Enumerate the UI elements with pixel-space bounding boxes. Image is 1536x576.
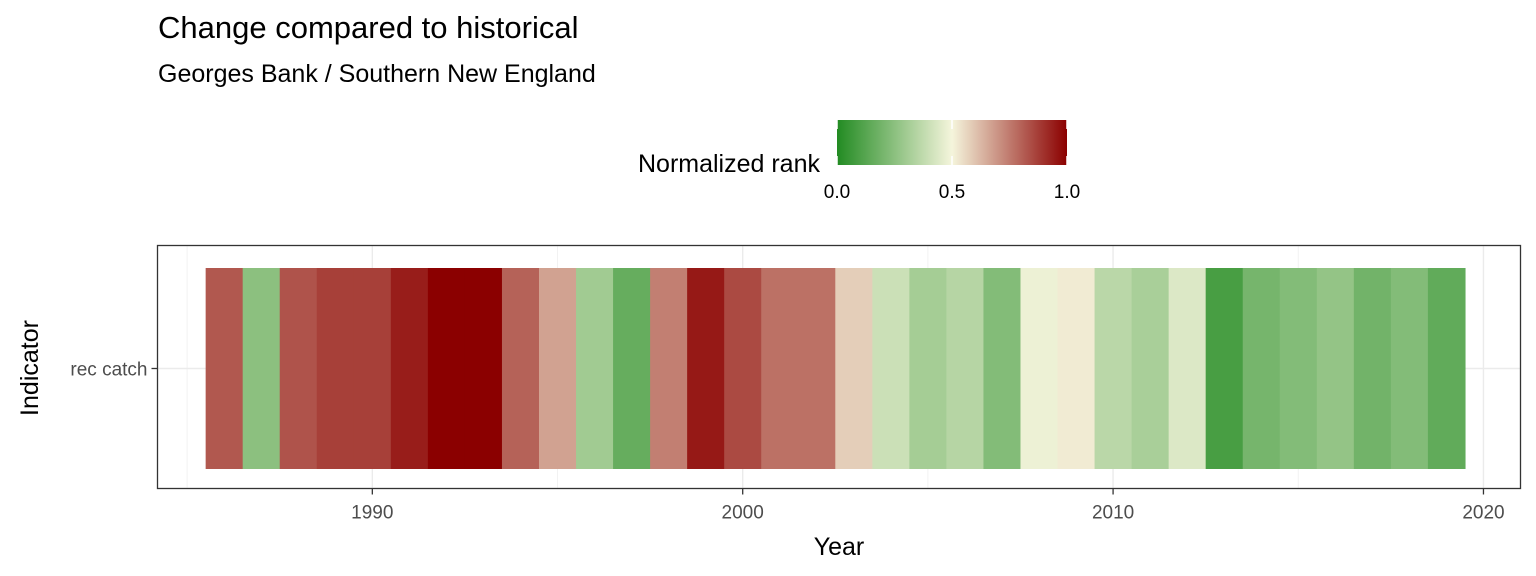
heatmap-tile <box>798 268 836 469</box>
x-tick-label: 2020 <box>1462 503 1504 524</box>
x-axis-title: Year <box>814 533 865 561</box>
heatmap-tile <box>761 268 799 469</box>
heatmap-tile <box>353 268 392 469</box>
x-axis: 1990 2000 2010 2020 <box>351 488 1505 524</box>
x-tick-label: 1990 <box>351 503 393 524</box>
heatmap-tile <box>538 268 577 469</box>
heatmap-tile <box>1094 268 1133 469</box>
heatmap-tile <box>613 268 651 469</box>
legend-ticks: 0.0 0.5 1.0 <box>824 120 1080 203</box>
heatmap-tile <box>576 268 614 469</box>
legend-title: Normalized rank <box>638 150 821 178</box>
heatmap-tile <box>1279 268 1318 469</box>
heatmap-tile <box>650 268 688 469</box>
heatmap-tile <box>427 268 466 469</box>
legend: Normalized rank 0.0 0.5 1.0 <box>638 120 1080 203</box>
heatmap-tile <box>1316 268 1355 469</box>
heatmap-tile <box>390 268 429 469</box>
heatmap-tile <box>1390 268 1429 469</box>
heatmap-tile <box>1020 268 1059 469</box>
heatmap-tile <box>983 268 1022 469</box>
legend-tick-label: 1.0 <box>1054 182 1080 203</box>
x-tick-label: 2000 <box>722 503 764 524</box>
heatmap-tile <box>1168 268 1207 469</box>
heatmap-tiles <box>205 268 1466 469</box>
x-tick-label: 2010 <box>1092 503 1134 524</box>
heatmap-tile <box>1131 268 1170 469</box>
heatmap-tile <box>872 268 910 469</box>
heatmap-tile <box>946 268 985 469</box>
heatmap-tile <box>909 268 948 469</box>
heatmap-tile <box>1242 268 1281 469</box>
heatmap-tile <box>687 268 725 469</box>
legend-tick-label: 0.0 <box>824 182 850 203</box>
plot-border <box>156 244 1522 490</box>
heatmap-tile <box>1057 268 1096 469</box>
heatmap-tile <box>205 268 244 469</box>
heatmap-tile <box>1427 268 1466 469</box>
heatmap-tile <box>724 268 762 469</box>
y-axis-title: Indicator <box>16 320 44 416</box>
heatmap-tile <box>316 268 355 469</box>
heatmap-tile <box>279 268 318 469</box>
heatmap-tile <box>1205 268 1244 469</box>
chart-subtitle: Georges Bank / Southern New England <box>158 60 596 88</box>
heatmap-tile <box>1353 268 1392 469</box>
heatmap-tile <box>242 268 281 469</box>
y-tick-label: rec catch <box>70 360 147 381</box>
legend-tick-label: 0.5 <box>939 182 965 203</box>
chart-title: Change compared to historical <box>158 10 579 45</box>
heatmap-tile <box>464 268 503 469</box>
heatmap-tile <box>835 268 873 469</box>
y-axis: rec catch <box>70 360 158 381</box>
heatmap-tile <box>501 268 540 469</box>
